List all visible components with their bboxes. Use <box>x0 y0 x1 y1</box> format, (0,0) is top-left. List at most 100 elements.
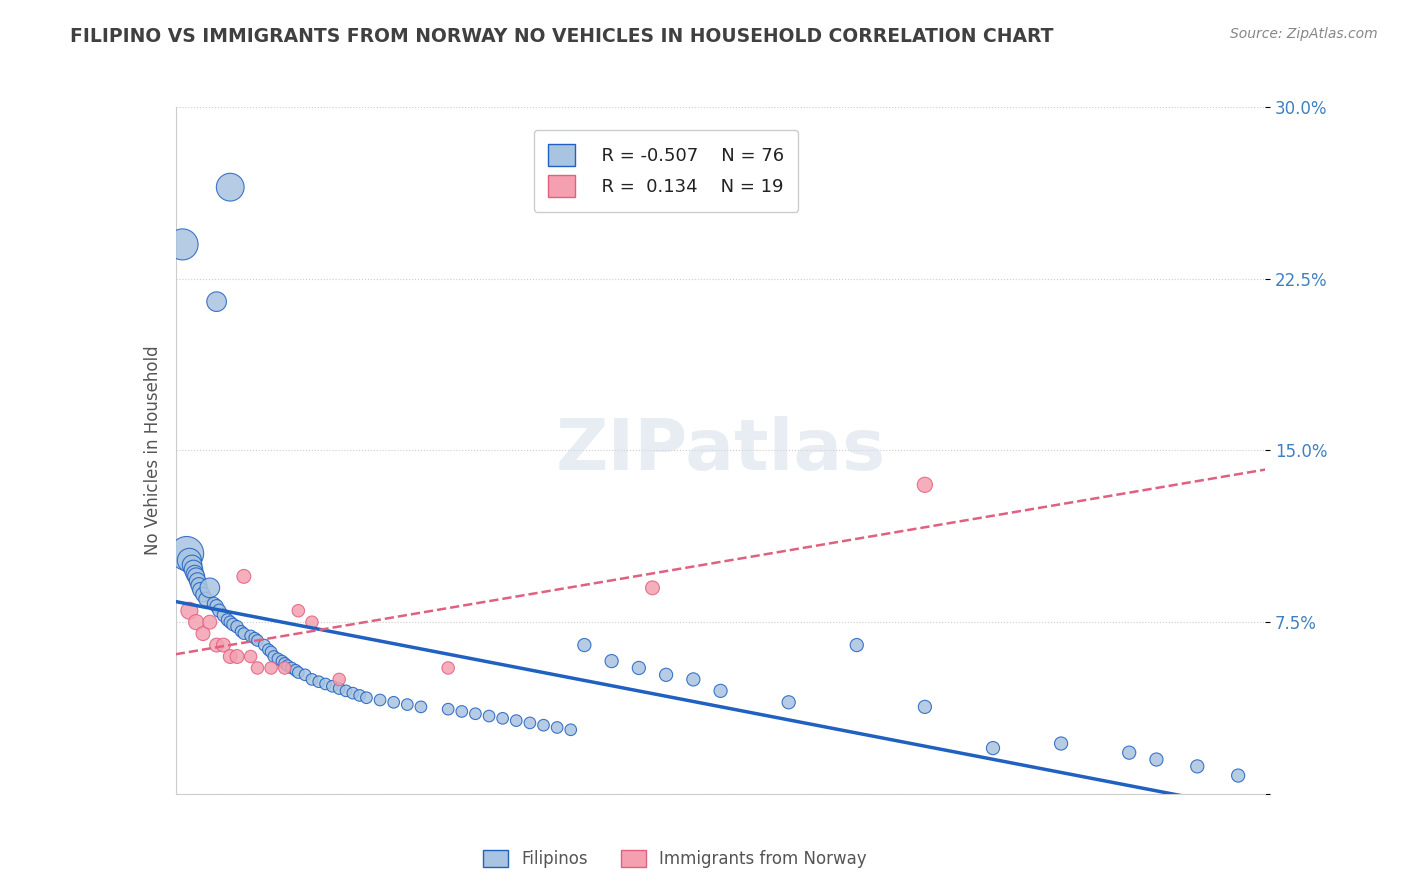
Point <box>335 683 357 698</box>
Point <box>294 668 316 682</box>
Point <box>1118 746 1140 760</box>
Point <box>232 626 254 640</box>
Point <box>505 714 527 728</box>
Point <box>1050 737 1073 751</box>
Point <box>655 668 678 682</box>
Point <box>914 478 936 492</box>
Point <box>437 702 460 716</box>
Point <box>368 693 391 707</box>
Point <box>301 673 323 687</box>
Point <box>243 631 266 645</box>
Point <box>212 638 235 652</box>
Text: ZIPatlas: ZIPatlas <box>555 416 886 485</box>
Point <box>239 649 262 664</box>
Point <box>217 613 239 627</box>
Point <box>276 658 298 673</box>
Point <box>845 638 868 652</box>
Point <box>1144 753 1167 767</box>
Point <box>202 597 225 611</box>
Point <box>342 686 364 700</box>
Point <box>181 558 204 572</box>
Point <box>682 673 704 687</box>
Point <box>409 699 432 714</box>
Text: Source: ZipAtlas.com: Source: ZipAtlas.com <box>1230 27 1378 41</box>
Point <box>308 674 330 689</box>
Point <box>187 578 209 592</box>
Point <box>226 649 249 664</box>
Point <box>260 661 283 675</box>
Point <box>328 681 350 696</box>
Point <box>172 237 194 252</box>
Point <box>186 615 208 630</box>
Point <box>280 661 302 675</box>
Point <box>191 626 214 640</box>
Point <box>627 661 650 675</box>
Point <box>492 711 515 725</box>
Point <box>546 721 568 735</box>
Point <box>519 715 541 730</box>
Point <box>328 673 350 687</box>
Point <box>246 661 269 675</box>
Legend: Filipinos, Immigrants from Norway: Filipinos, Immigrants from Norway <box>477 843 873 875</box>
Point <box>321 679 343 693</box>
Point <box>222 617 245 632</box>
Point <box>382 695 405 709</box>
Point <box>219 649 242 664</box>
Point <box>356 690 378 705</box>
Point <box>981 741 1004 756</box>
Point <box>437 661 460 675</box>
Point <box>205 638 228 652</box>
Point <box>287 665 309 680</box>
Point <box>396 698 419 712</box>
Point <box>1227 768 1250 782</box>
Point <box>186 574 209 588</box>
Point <box>179 553 201 567</box>
Point <box>194 592 217 607</box>
Point <box>287 604 309 618</box>
Point <box>560 723 582 737</box>
Point <box>914 699 936 714</box>
Point <box>778 695 800 709</box>
Point <box>232 569 254 583</box>
Point <box>574 638 596 652</box>
Point <box>710 683 733 698</box>
Point <box>205 599 228 614</box>
Point <box>183 562 205 576</box>
Point <box>267 652 290 666</box>
Point <box>533 718 555 732</box>
Point <box>226 620 249 634</box>
Legend:   R = -0.507    N = 76,   R =  0.134    N = 19: R = -0.507 N = 76, R = 0.134 N = 19 <box>534 130 799 211</box>
Point <box>257 642 280 657</box>
Point <box>184 567 207 582</box>
Text: FILIPINO VS IMMIGRANTS FROM NORWAY NO VEHICLES IN HOUSEHOLD CORRELATION CHART: FILIPINO VS IMMIGRANTS FROM NORWAY NO VE… <box>70 27 1054 45</box>
Y-axis label: No Vehicles in Household: No Vehicles in Household <box>143 345 162 556</box>
Point <box>239 629 262 643</box>
Point <box>186 569 208 583</box>
Point <box>179 604 201 618</box>
Point <box>641 581 664 595</box>
Point <box>212 608 235 623</box>
Point <box>263 649 285 664</box>
Point <box>301 615 323 630</box>
Point <box>191 588 214 602</box>
Point <box>219 180 242 194</box>
Point <box>274 657 297 671</box>
Point <box>271 654 294 668</box>
Point <box>1187 759 1209 773</box>
Point <box>464 706 486 721</box>
Point <box>208 604 231 618</box>
Point <box>219 615 242 630</box>
Point <box>284 663 307 677</box>
Point <box>176 546 198 561</box>
Point <box>231 624 253 639</box>
Point <box>198 615 221 630</box>
Point <box>253 638 276 652</box>
Point <box>600 654 623 668</box>
Point <box>198 581 221 595</box>
Point <box>205 294 228 309</box>
Point <box>260 645 283 659</box>
Point <box>349 689 371 703</box>
Point <box>478 709 501 723</box>
Point <box>274 661 297 675</box>
Point <box>450 705 472 719</box>
